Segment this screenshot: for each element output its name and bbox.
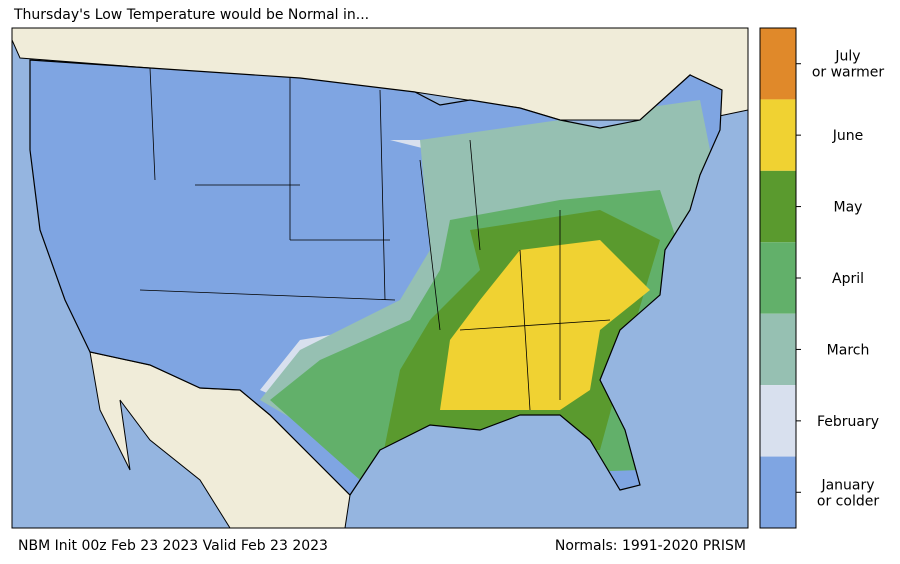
legend-label: March	[827, 342, 870, 358]
colorbar-swatch	[760, 242, 796, 314]
temperature-region	[440, 240, 650, 410]
colorbar-swatch	[760, 99, 796, 171]
legend-label: July	[834, 49, 860, 65]
state-lines	[139, 67, 611, 411]
footer-right: Normals: 1991-2020 PRISM	[555, 538, 746, 554]
colorbar-swatch	[760, 456, 796, 528]
map	[12, 28, 748, 528]
us-shading	[30, 60, 722, 495]
footer-left: NBM Init 00z Feb 23 2023 Valid Feb 23 20…	[18, 538, 328, 554]
colorbar-swatch	[760, 385, 796, 457]
legend-label: February	[817, 414, 879, 430]
colorbar-frame	[759, 27, 797, 529]
legend-label: May	[834, 200, 863, 216]
map-frame	[11, 27, 749, 529]
colorbar-swatch	[760, 313, 796, 386]
legend-label: or warmer	[812, 65, 885, 81]
legend-label: or colder	[817, 493, 879, 509]
colorbar-swatch	[760, 170, 796, 243]
legend-label: June	[832, 128, 864, 144]
colorbar-swatch	[760, 28, 796, 100]
legend-label: January	[820, 477, 874, 493]
map-title: Thursday's Low Temperature would be Norm…	[13, 7, 369, 23]
legend-label: April	[832, 271, 864, 287]
